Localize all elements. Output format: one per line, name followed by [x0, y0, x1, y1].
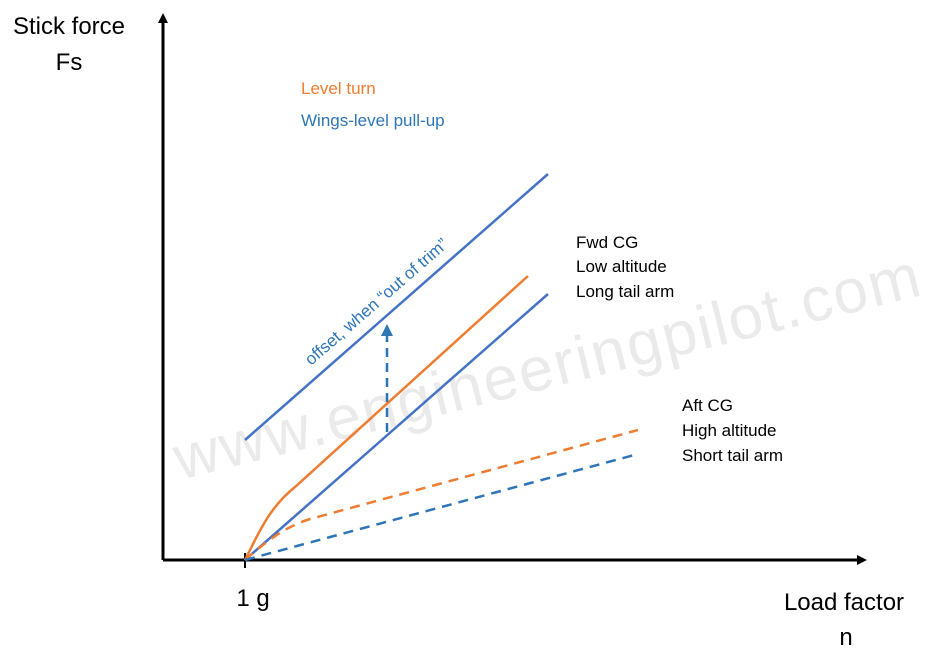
offset-annotation: offset, when “out of trim” — [301, 234, 452, 369]
y-axis-title-line2: Fs — [56, 49, 83, 76]
label-aft-cg: Aft CG — [682, 396, 733, 415]
watermark: www.engineeringpilot.com — [166, 241, 929, 494]
pull-up-line-fwd-cg — [244, 293, 549, 561]
legend-level-turn: Level turn — [301, 79, 376, 98]
x-tick-label-1g: 1 g — [236, 585, 269, 612]
label-high-altitude: High altitude — [682, 421, 777, 440]
x-axis-title-line1: Load factor — [784, 589, 904, 616]
level-turn-curve-fwd-cg — [243, 275, 529, 561]
legend-wings-level-pull-up: Wings-level pull-up — [301, 111, 445, 130]
level-turn-curve-aft-cg — [244, 428, 639, 561]
offset-pull-up-line — [244, 173, 549, 441]
label-long-tail-arm: Long tail arm — [576, 282, 674, 301]
y-axis-title-line1: Stick force — [13, 13, 125, 40]
x-axis-title-line2: n — [839, 624, 852, 651]
label-fwd-cg: Fwd CG — [576, 233, 638, 252]
label-short-tail-arm: Short tail arm — [682, 446, 783, 465]
label-low-altitude: Low altitude — [576, 257, 667, 276]
